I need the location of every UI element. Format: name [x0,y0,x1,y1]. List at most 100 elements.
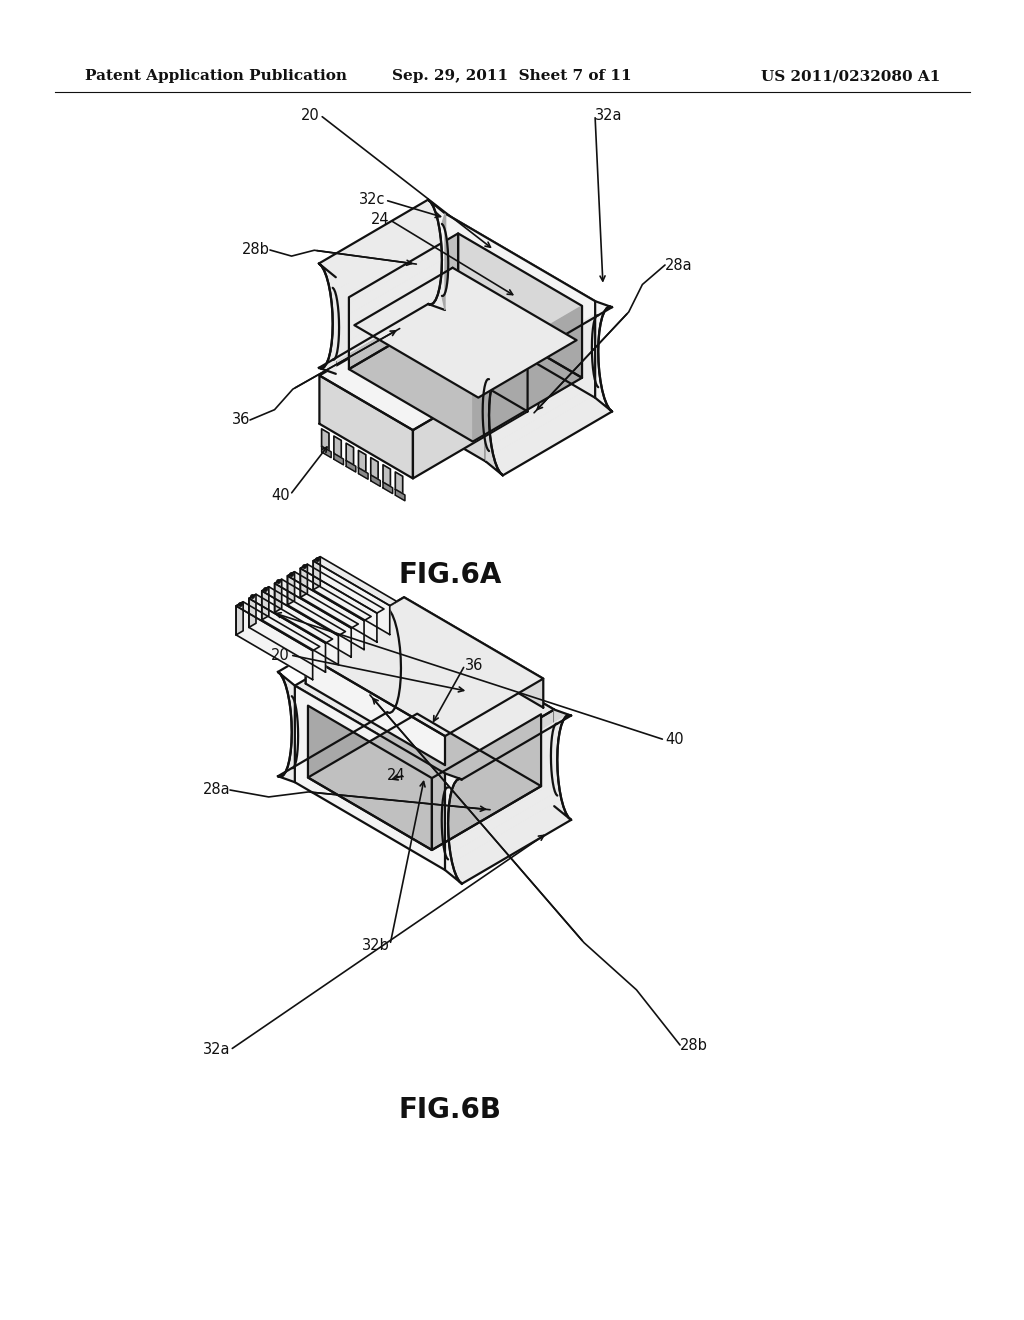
Polygon shape [336,277,486,462]
Polygon shape [395,473,402,494]
Polygon shape [457,813,568,882]
Polygon shape [322,202,433,271]
Polygon shape [262,587,345,636]
Polygon shape [306,655,445,766]
Polygon shape [490,372,600,445]
Text: 36: 36 [465,657,483,672]
Polygon shape [313,561,390,635]
Polygon shape [274,579,358,628]
Polygon shape [387,609,404,718]
Polygon shape [498,404,609,473]
Polygon shape [445,214,595,397]
Text: 28a: 28a [665,257,692,272]
Polygon shape [274,579,282,612]
Polygon shape [329,220,439,293]
Polygon shape [383,465,390,487]
Text: 32a: 32a [595,107,623,123]
Polygon shape [288,572,295,605]
Polygon shape [371,458,378,479]
Polygon shape [300,569,377,642]
Polygon shape [492,317,602,388]
Polygon shape [473,306,582,442]
Text: 28a: 28a [203,783,230,797]
Text: 32b: 32b [362,937,390,953]
Polygon shape [295,685,445,870]
Polygon shape [319,375,413,478]
Polygon shape [442,214,449,310]
Polygon shape [371,475,380,486]
Polygon shape [554,710,571,820]
Polygon shape [336,214,595,366]
Polygon shape [327,213,438,285]
Text: FIG.6B: FIG.6B [398,1096,502,1125]
Polygon shape [306,597,544,737]
Polygon shape [278,672,295,783]
Polygon shape [486,366,503,475]
Polygon shape [274,583,351,657]
Polygon shape [450,780,559,854]
Polygon shape [455,807,566,876]
Polygon shape [288,572,371,620]
Text: 24: 24 [386,767,406,783]
Polygon shape [453,799,563,870]
Text: US 2011/0232080 A1: US 2011/0232080 A1 [761,69,940,83]
Polygon shape [404,597,544,708]
Polygon shape [498,306,609,372]
Polygon shape [300,564,307,598]
Polygon shape [333,249,442,323]
Polygon shape [349,234,582,370]
Polygon shape [300,564,384,612]
Polygon shape [458,234,582,378]
Polygon shape [334,436,341,458]
Polygon shape [496,308,607,375]
Polygon shape [237,606,312,680]
Polygon shape [451,725,561,796]
Text: 40: 40 [271,487,290,503]
Polygon shape [349,234,458,370]
Polygon shape [489,331,599,405]
Polygon shape [432,714,541,850]
Polygon shape [494,312,604,380]
Text: 40: 40 [665,733,684,747]
Polygon shape [249,594,256,627]
Polygon shape [490,323,600,396]
Polygon shape [500,409,612,475]
Polygon shape [334,454,343,465]
Polygon shape [249,598,326,672]
Polygon shape [383,482,392,494]
Polygon shape [489,351,598,425]
Polygon shape [595,301,612,412]
Polygon shape [322,429,329,450]
Polygon shape [358,467,368,479]
Polygon shape [331,230,441,304]
Text: Sep. 29, 2011  Sheet 7 of 11: Sep. 29, 2011 Sheet 7 of 11 [392,69,632,83]
Text: 36: 36 [231,412,250,428]
Polygon shape [451,789,561,863]
Polygon shape [434,309,527,412]
Polygon shape [489,342,598,414]
Polygon shape [329,288,439,358]
Polygon shape [358,450,366,473]
Polygon shape [306,597,404,684]
Polygon shape [449,770,558,843]
Text: 24: 24 [372,213,390,227]
Polygon shape [295,622,554,774]
Text: 20: 20 [271,648,290,663]
Polygon shape [318,264,336,374]
Polygon shape [453,719,563,789]
Text: Patent Application Publication: Patent Application Publication [85,69,347,83]
Polygon shape [332,239,441,313]
Polygon shape [449,741,558,813]
Text: FIG.6A: FIG.6A [398,561,502,589]
Polygon shape [428,199,445,310]
Polygon shape [413,363,527,478]
Polygon shape [318,199,431,267]
Polygon shape [325,207,436,277]
Polygon shape [332,269,441,343]
Polygon shape [308,706,432,850]
Polygon shape [459,817,571,883]
Polygon shape [249,594,333,643]
Polygon shape [449,750,557,824]
Polygon shape [346,444,353,465]
Polygon shape [318,304,431,368]
